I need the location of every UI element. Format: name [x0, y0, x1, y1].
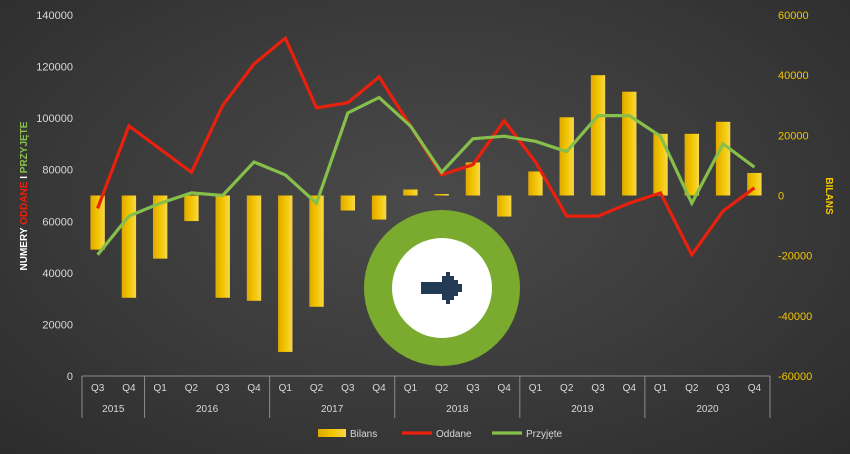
- x-tick-label: Q2: [560, 383, 574, 394]
- right-tick-label: 60000: [778, 10, 809, 22]
- bar-bilans: [434, 193, 449, 196]
- year-label: 2015: [102, 404, 125, 415]
- left-axis-title-part: NUMERY: [19, 225, 30, 271]
- bar-bilans: [184, 195, 199, 222]
- x-axis: Q3 Q4 Q1 Q2 Q3 Q4 Q1 Q2 Q3 Q4 Q1 Q2 Q3 Q4 Q1 Q2 Q3 Q4 Q1 Q2…: [81, 375, 771, 418]
- legend-swatch-bilans: [318, 429, 346, 437]
- bar-bilans: [715, 121, 731, 196]
- legend-label: Bilans: [350, 429, 377, 440]
- right-axis-title: BILANS: [823, 177, 834, 215]
- year-label: 2020: [696, 404, 719, 415]
- year-label: 2016: [196, 404, 219, 415]
- x-tick-label: Q3: [591, 383, 605, 394]
- right-axis-ticks: -60000 -40000 -20000 0 20000 40000 60000: [778, 10, 812, 383]
- bar-bilans: [90, 195, 105, 250]
- x-tick-label: Q3: [341, 383, 355, 394]
- bar-bilans: [121, 195, 137, 298]
- bar-bilans: [528, 171, 543, 196]
- x-tick-label: Q4: [498, 383, 512, 394]
- x-tick-label: Q1: [529, 383, 543, 394]
- left-axis-title-part: ODDANE: [19, 181, 30, 225]
- legend-label: Oddane: [436, 429, 472, 440]
- bilans-bars: [90, 75, 762, 352]
- bar-bilans: [622, 91, 637, 196]
- bar-bilans: [309, 195, 324, 307]
- right-tick-label: -40000: [778, 311, 812, 323]
- x-tick-label: Q2: [435, 383, 449, 394]
- left-axis-title-part: I: [19, 173, 30, 181]
- bar-bilans: [403, 189, 418, 196]
- bar-bilans: [371, 195, 387, 220]
- left-tick-label: 80000: [42, 165, 73, 177]
- x-tick-label: Q4: [247, 383, 261, 394]
- legend: Bilans Oddane Przyjęte: [318, 429, 563, 440]
- bar-bilans: [653, 133, 668, 196]
- right-tick-label: -60000: [778, 371, 812, 383]
- bar-bilans: [152, 195, 168, 259]
- year-label: 2018: [446, 404, 469, 415]
- bar-bilans: [590, 75, 606, 196]
- right-tick-label: 40000: [778, 70, 809, 82]
- x-tick-label: Q3: [716, 383, 730, 394]
- left-tick-label: 120000: [36, 62, 73, 74]
- series-lines: [96, 35, 756, 258]
- left-axis-ticks: 0 20000 40000 60000 80000 100000 120000 140000: [36, 10, 73, 383]
- left-tick-label: 20000: [42, 319, 73, 331]
- x-tick-label: Q3: [216, 383, 230, 394]
- x-tick-label: Q4: [372, 383, 386, 394]
- left-tick-label: 140000: [36, 10, 73, 22]
- bar-bilans: [215, 195, 230, 298]
- x-tick-label: Q3: [466, 383, 480, 394]
- x-tick-label: Q4: [623, 383, 637, 394]
- next-arrow-button[interactable]: [364, 210, 520, 366]
- bar-bilans: [340, 195, 356, 211]
- bar-bilans: [496, 195, 512, 217]
- x-tick-label: Q1: [154, 383, 168, 394]
- year-label: 2019: [571, 404, 594, 415]
- x-tick-label: Q2: [310, 383, 324, 394]
- x-tick-label: Q1: [279, 383, 293, 394]
- x-tick-label: Q2: [685, 383, 699, 394]
- bar-bilans: [246, 195, 262, 301]
- x-tick-label: Q2: [185, 383, 199, 394]
- bar-bilans: [559, 117, 574, 196]
- x-tick-label: Q1: [404, 383, 418, 394]
- bar-bilans: [684, 133, 700, 196]
- bar-bilans: [278, 195, 293, 352]
- left-tick-label: 0: [67, 371, 73, 383]
- left-tick-label: 60000: [42, 216, 73, 228]
- bar-bilans: [465, 162, 481, 196]
- x-tick-label: Q4: [122, 383, 136, 394]
- right-tick-label: 0: [778, 191, 784, 203]
- left-tick-label: 100000: [36, 113, 73, 125]
- x-tick-label: Q1: [654, 383, 668, 394]
- right-tick-label: -20000: [778, 251, 812, 263]
- year-label: 2017: [321, 404, 344, 415]
- line-przyjete: [96, 95, 756, 256]
- left-axis-title: NUMERY ODDANE I PRZYJĘTE: [19, 121, 30, 270]
- legend-label: Przyjęte: [526, 429, 563, 440]
- x-tick-label: Q4: [748, 383, 762, 394]
- x-tick-label: Q3: [91, 383, 105, 394]
- arrow-right-icon: [421, 272, 462, 304]
- left-axis-title-part: PRZYJĘTE: [19, 121, 30, 173]
- left-tick-label: 40000: [42, 268, 73, 280]
- right-tick-label: 20000: [778, 130, 809, 142]
